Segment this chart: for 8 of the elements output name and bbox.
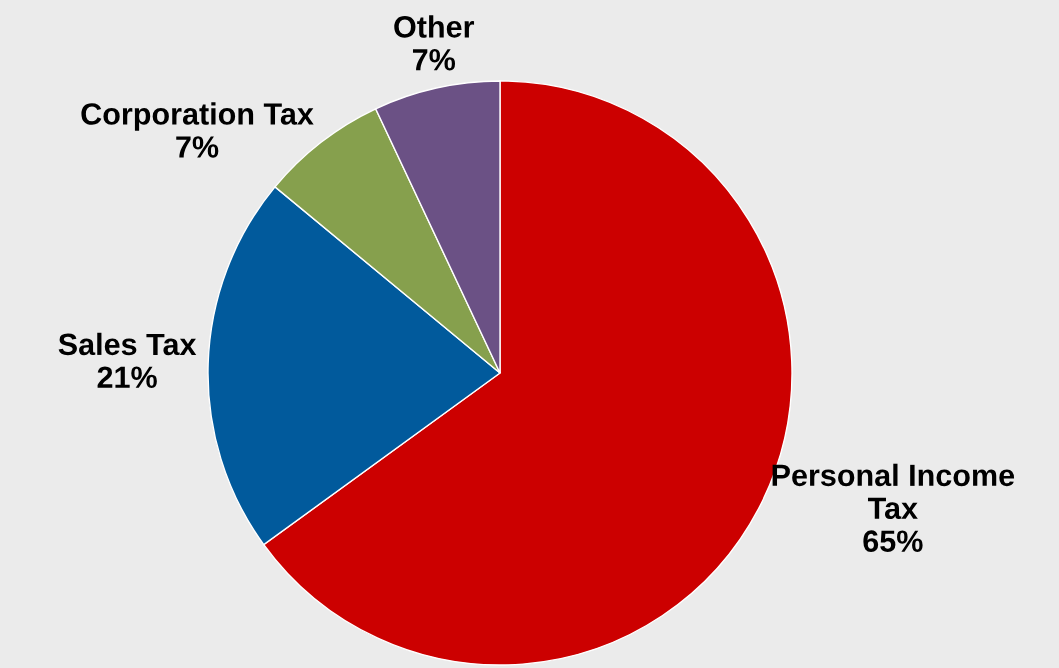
slice-label: Other [394, 15, 475, 38]
slice-label: Corporation Tax [81, 102, 314, 131]
slice-label: Personal Income Tax [772, 463, 1015, 520]
data-label: 65% [863, 530, 923, 552]
data-label: 7% [412, 49, 456, 71]
data-label: 21% [97, 366, 157, 389]
data-label: 7% [176, 136, 219, 158]
slice-label: Sales Tax [58, 332, 197, 356]
